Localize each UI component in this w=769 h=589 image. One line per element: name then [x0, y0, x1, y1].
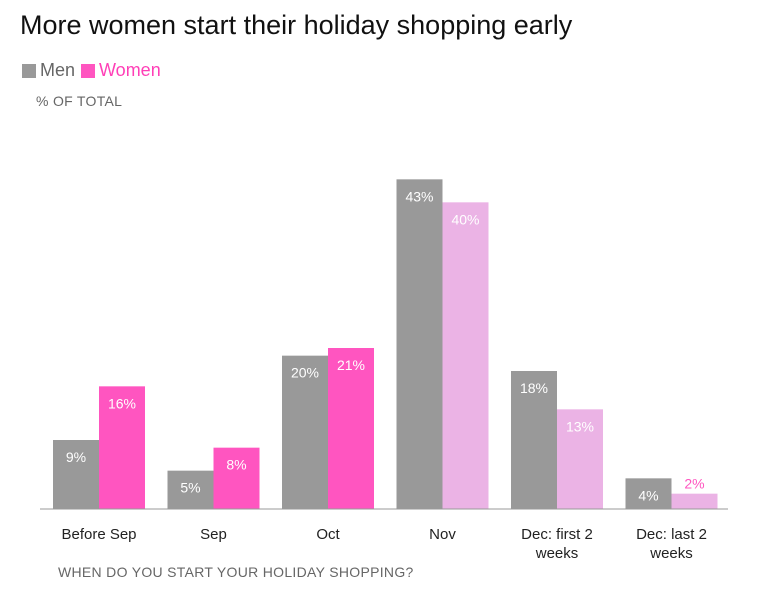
- data-label-women: 21%: [337, 357, 365, 373]
- data-label-women: 2%: [684, 476, 704, 492]
- bar-women: [557, 409, 603, 509]
- category-label: weeks: [535, 545, 579, 562]
- bar-group: 43% 40%: [396, 179, 489, 510]
- legend-swatch-women: [81, 63, 96, 78]
- category-label: Dec: last 2: [636, 526, 707, 543]
- legend-label-women: Women: [99, 60, 161, 80]
- legend: Men Women: [22, 60, 167, 81]
- bar-men: [511, 371, 557, 509]
- bar-group: 20% 21%: [282, 348, 374, 509]
- bar-group: 5% 8%: [167, 447, 260, 509]
- bar-women: [671, 493, 718, 509]
- data-label-men: 5%: [180, 480, 200, 496]
- x-axis-title: WHEN DO YOU START YOUR HOLIDAY SHOPPING?: [58, 564, 414, 580]
- bar-women: [99, 386, 145, 509]
- bar-women: [442, 202, 489, 510]
- legend-label-men: Men: [40, 60, 76, 80]
- data-label-men: 20%: [291, 365, 319, 381]
- data-label-men: 18%: [520, 380, 548, 396]
- legend-swatch-men: [22, 63, 36, 78]
- data-label-women: 16%: [108, 395, 136, 411]
- legend-item-women: Women: [81, 60, 161, 81]
- bar-men: [167, 470, 214, 509]
- bar-men: [625, 478, 672, 509]
- data-label-men: 9%: [66, 449, 86, 465]
- bar-women: [328, 348, 374, 509]
- bar-men: [396, 179, 443, 510]
- data-label-women: 13%: [566, 418, 594, 434]
- data-label-men: 43%: [405, 188, 433, 204]
- bar-group: 18% 13%: [511, 371, 603, 509]
- category-label: Sep: [200, 526, 227, 543]
- bar-men: [282, 355, 328, 509]
- chart-title: More women start their holiday shopping …: [20, 10, 573, 40]
- category-label: Nov: [429, 526, 456, 543]
- chart-subtitle: % OF TOTAL: [36, 93, 123, 109]
- bar-group: 9% 16%: [53, 386, 145, 509]
- category-label: Before Sep: [61, 526, 136, 543]
- category-label: Dec: first 2: [521, 526, 593, 543]
- data-label-men: 4%: [638, 487, 658, 503]
- category-label: weeks: [649, 545, 693, 562]
- data-label-women: 8%: [226, 457, 246, 473]
- bar-women: [213, 447, 260, 509]
- data-label-women: 40%: [451, 211, 479, 227]
- category-label: Oct: [316, 526, 340, 543]
- legend-item-men: Men: [22, 60, 75, 81]
- bar-men: [53, 440, 99, 509]
- bar-group: 4% 2%: [625, 476, 718, 509]
